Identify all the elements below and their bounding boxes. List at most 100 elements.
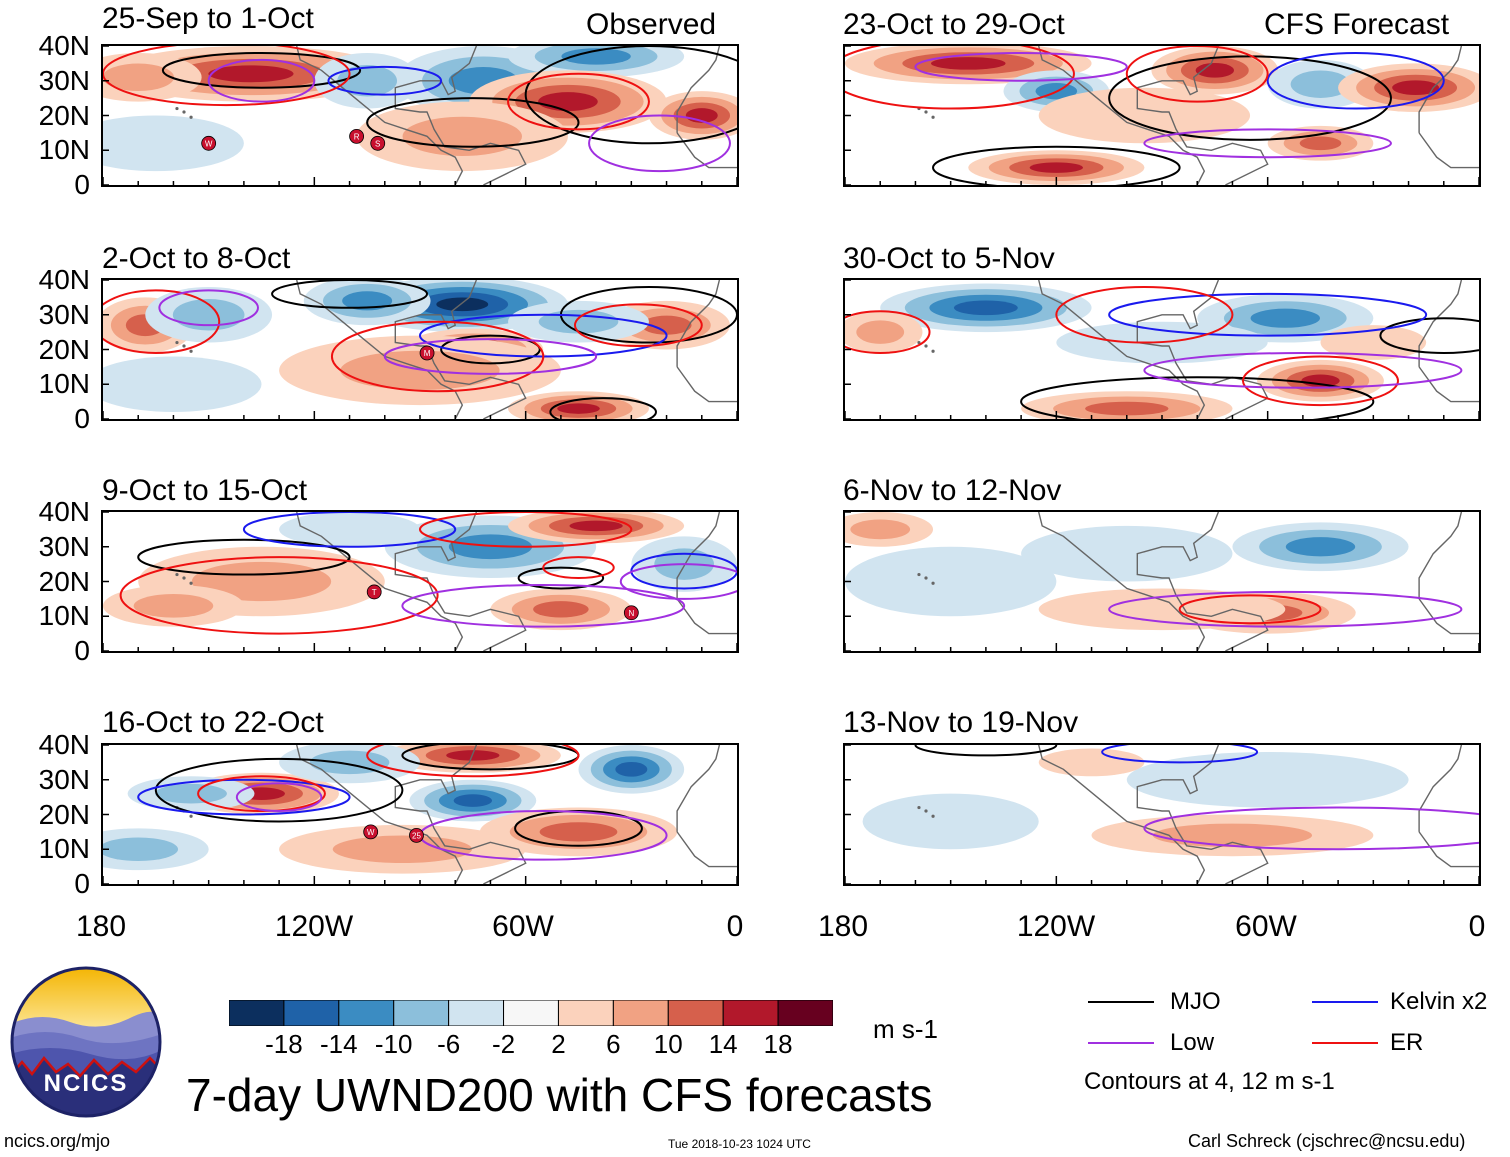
map-svg-obs3: TN xyxy=(103,512,737,651)
anomaly-shade-fc3-3-0 xyxy=(845,546,1057,617)
lat-tick-label-1-4: 0 xyxy=(74,403,90,434)
anomaly-shade-fc1-7-0 xyxy=(1038,87,1251,144)
contour-low-fc1-6 xyxy=(1143,128,1392,159)
colorbar-tick-label-6: 6 xyxy=(606,1029,621,1059)
contour-er-obs2-6 xyxy=(330,320,545,393)
lat-tick-label-3-4: 0 xyxy=(74,868,90,899)
contour-er-obs2-7 xyxy=(573,303,703,348)
contour-mjo-fc2-0 xyxy=(1020,376,1375,419)
island-fc2-1 xyxy=(931,349,935,353)
lon-tick-label-left-60w: 60W xyxy=(492,910,554,943)
cyclone-marker-obs4-0: W xyxy=(363,824,379,840)
anomaly-shade-fc4-3-0 xyxy=(1038,748,1145,777)
lat-tick-label-1-3: 10N xyxy=(38,368,90,400)
island-fc4-1 xyxy=(931,814,935,818)
panel-title-obs2: 2-Oct to 8-Oct xyxy=(102,242,291,275)
map-panel-fc1 xyxy=(843,44,1481,187)
map-panel-obs4: W 25 xyxy=(101,743,739,886)
lon-tick-label-right-120w: 120W xyxy=(1016,910,1096,943)
anomaly-shade-obs3-6-0 xyxy=(279,512,420,547)
legend-line-kelvin xyxy=(1312,1001,1378,1003)
lon-tick-label-left-120w: 120W xyxy=(274,910,354,943)
colorbar-tick-label-7: 10 xyxy=(653,1029,683,1059)
cyclone-marker-obs3-0: T xyxy=(366,584,382,600)
anomaly-shade-fc3-5-0 xyxy=(1038,588,1286,631)
anomaly-shade-fc1-4-3 xyxy=(1392,80,1440,96)
anomaly-shade-fc4-0-0 xyxy=(1126,751,1409,808)
contour-er-obs3-5 xyxy=(419,512,633,548)
contour-er-fc3-1 xyxy=(1178,594,1322,625)
coastline-fc1 xyxy=(1038,46,1479,185)
map-svg-fc4 xyxy=(845,745,1479,884)
anomaly-shade-obs1-0-3 xyxy=(208,65,294,83)
anomaly-shade-obs4-5-1 xyxy=(155,783,227,804)
lat-tick-label-1-2: 20N xyxy=(38,333,90,365)
cyclone-marker-obs1-1: R xyxy=(349,128,365,144)
contour-mjo-obs1-1 xyxy=(366,97,580,148)
contour-mjo-obs2-0 xyxy=(271,280,429,309)
map-svg-obs2: M xyxy=(103,280,737,419)
contour-kelvin-x2-obs4-3 xyxy=(137,778,351,816)
lon-tick-label-left-0: 0 xyxy=(726,910,744,943)
panel-title-obs3: 9-Oct to 15-Oct xyxy=(102,474,308,507)
island-fc2-0 xyxy=(924,344,928,348)
anomaly-shade-obs1-8-1 xyxy=(337,65,398,97)
site-link[interactable]: ncics.org/mjo xyxy=(4,1131,111,1151)
island-fc4-0 xyxy=(924,809,928,813)
map-svg-obs1: WRS xyxy=(103,46,737,185)
timestamp: Tue 2018-10-23 1024 UTC xyxy=(668,1137,811,1151)
colorbar-swatch-4 xyxy=(448,999,505,1027)
cyclone-marker-obs3-1: N xyxy=(623,605,639,621)
panel-title-fc1: 23-Oct to 29-Oct xyxy=(843,8,1065,41)
contours-note: Contours at 4, 12 m s-1 xyxy=(1084,1068,1335,1095)
colorbar xyxy=(228,999,834,1027)
anomaly-shade-fc4-2-0 xyxy=(862,793,1039,850)
coastline-fc4 xyxy=(1038,745,1479,884)
panel-title-fc4: 13-Nov to 19-Nov xyxy=(843,706,1079,739)
cyclone-marker-obs2-0: M xyxy=(419,345,435,361)
island-fc3-0 xyxy=(924,576,928,580)
anomaly-shade-obs1-5-1 xyxy=(402,116,522,156)
contour-er-obs4-4 xyxy=(366,745,580,778)
contour-low-fc4-1 xyxy=(1143,806,1479,851)
island-obs3-0 xyxy=(182,576,186,580)
colorbar-swatch-2 xyxy=(338,999,395,1027)
contour-mjo-obs3-1 xyxy=(517,566,605,590)
colorbar-tick-label-4: -2 xyxy=(491,1029,516,1059)
colorbar-swatch-8 xyxy=(667,999,724,1027)
contour-er-fc1-3 xyxy=(845,46,1075,110)
map-panel-fc4 xyxy=(843,743,1481,886)
map-svg-fc3 xyxy=(845,512,1479,651)
map-svg-fc1 xyxy=(845,46,1479,185)
anomaly-shade-obs3-3-3 xyxy=(569,520,623,532)
map-svg-fc2 xyxy=(845,280,1479,419)
contour-mjo-fc4-2 xyxy=(914,745,1058,757)
colorbar-swatch-9 xyxy=(722,999,779,1027)
lat-tick-label-1-1: 30N xyxy=(38,298,90,330)
contour-low-obs1-7 xyxy=(588,114,731,173)
island-obs2-0 xyxy=(182,344,186,348)
anomaly-shade-obs1-7-0 xyxy=(103,115,244,172)
contour-mjo-obs1-2 xyxy=(524,46,737,145)
island-obs1-2 xyxy=(175,106,179,111)
contour-er-obs2-5 xyxy=(103,289,221,354)
lat-tick-label-0-4: 0 xyxy=(74,169,90,200)
anomaly-shade-fc2-4-1 xyxy=(856,320,905,344)
cyclone-label-obs1-1: R xyxy=(354,132,360,141)
anomaly-shade-obs2-3-2 xyxy=(342,291,393,311)
lon-tick-label-right-0: 0 xyxy=(1468,910,1486,943)
panel-title-obs1: 25-Sep to 1-Oct xyxy=(102,2,314,35)
map-panel-obs2: M xyxy=(101,278,739,421)
colorbar-swatch-3 xyxy=(393,999,450,1027)
anomaly-shade-fc1-5-3 xyxy=(1029,162,1083,173)
contour-mjo-obs2-3 xyxy=(549,397,657,419)
contour-er-obs1-4 xyxy=(103,46,351,107)
map-panel-fc3 xyxy=(843,510,1481,653)
lat-tick-label-3-3: 10N xyxy=(38,833,90,865)
cyclone-label-obs3-0: T xyxy=(372,588,377,597)
contour-low-obs1-6 xyxy=(207,58,316,103)
contour-kelvin-x2-fc1-2 xyxy=(1266,51,1445,110)
colorbar-swatch-1 xyxy=(283,999,340,1027)
colorbar-swatch-6 xyxy=(557,999,614,1027)
anomaly-shade-obs4-6-1 xyxy=(103,837,179,862)
